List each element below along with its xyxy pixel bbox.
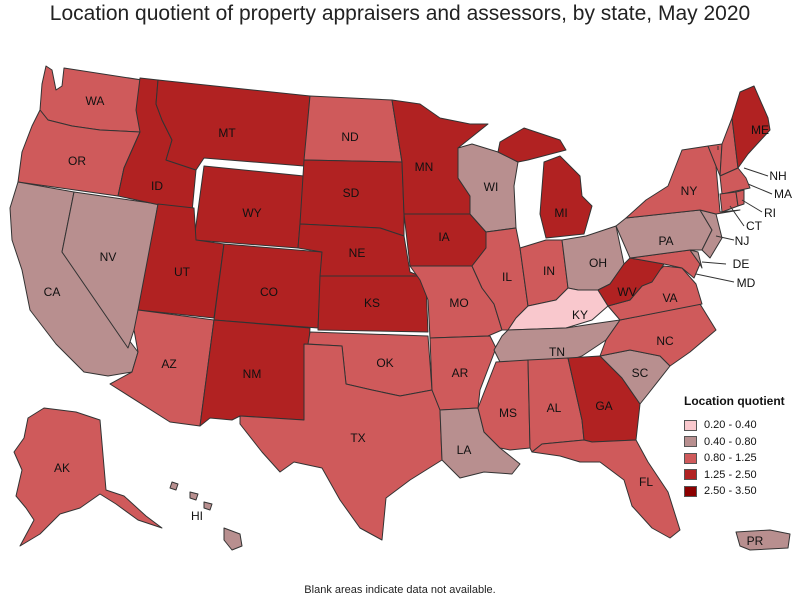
state-mi[interactable] (497, 127, 593, 239)
legend-swatch (684, 485, 697, 497)
label-ri: RI (764, 206, 776, 220)
label-md: MD (737, 276, 756, 290)
label-ms: MS (499, 406, 517, 420)
label-ks: KS (364, 296, 380, 310)
label-oh: OH (589, 256, 607, 270)
state-de[interactable] (689, 249, 703, 269)
legend-item: 2.50 - 3.50 (684, 483, 785, 500)
label-ny: NY (681, 184, 698, 198)
label-nd: ND (341, 130, 359, 144)
legend-item: 0.40 - 0.80 (684, 434, 785, 451)
legend-swatch (684, 469, 697, 481)
label-al: AL (547, 401, 562, 415)
state-mt[interactable] (155, 79, 311, 171)
label-tn: TN (549, 345, 565, 359)
state-ct[interactable] (719, 191, 739, 213)
state-ks[interactable] (317, 275, 429, 333)
label-mi: MI (554, 206, 567, 220)
label-wy: WY (242, 206, 261, 220)
label-nc: NC (656, 334, 674, 348)
legend-label: 0.80 - 1.25 (704, 452, 757, 465)
label-nm: NM (243, 367, 262, 381)
label-ga: GA (595, 399, 612, 413)
label-nh: NH (769, 169, 786, 183)
state-wv[interactable] (597, 257, 665, 307)
legend-label: 2.50 - 3.50 (704, 485, 757, 498)
label-az: AZ (161, 357, 176, 371)
legend-item: 0.20 - 0.40 (684, 417, 785, 434)
legend-swatch (684, 419, 697, 431)
state-hi[interactable] (169, 481, 243, 551)
state-ri[interactable] (735, 189, 745, 207)
label-fl: FL (639, 475, 653, 489)
map-title: Location quotient of property appraisers… (49, 2, 751, 25)
label-ct: CT (746, 219, 763, 233)
label-pa: PA (658, 234, 673, 248)
label-ok: OK (376, 356, 393, 370)
label-mo: MO (449, 296, 468, 310)
label-hi: HI (191, 509, 203, 523)
label-ia: IA (438, 230, 449, 244)
state-ma[interactable] (719, 167, 751, 195)
state-ky[interactable] (507, 287, 609, 331)
footnote: Blank areas indicate data not available. (304, 584, 496, 596)
label-la: LA (457, 443, 472, 457)
label-va: VA (662, 291, 677, 305)
label-ky: KY (572, 308, 588, 322)
legend-label: 0.20 - 0.40 (704, 419, 757, 432)
legend-item: 1.25 - 2.50 (684, 467, 785, 484)
state-ar[interactable] (429, 335, 497, 411)
label-ak: AK (54, 461, 70, 475)
legend-label: 0.40 - 0.80 (704, 435, 757, 448)
label-nv: NV (100, 250, 117, 264)
label-sd: SD (343, 186, 360, 200)
label-ca: CA (44, 285, 61, 299)
label-or: OR (68, 154, 86, 168)
legend-swatch (684, 436, 697, 448)
label-pr: PR (747, 534, 764, 548)
state-pr[interactable] (735, 529, 791, 551)
label-ma: MA (774, 187, 792, 201)
label-il: IL (502, 270, 512, 284)
legend-title: Location quotient (684, 394, 785, 408)
label-wi: WI (484, 180, 499, 194)
label-de: DE (733, 257, 750, 271)
state-nd[interactable] (303, 95, 403, 163)
label-mn: MN (415, 160, 434, 174)
label-id: ID (151, 179, 163, 193)
label-sc: SC (632, 366, 649, 380)
legend-swatch (684, 452, 697, 464)
label-ar: AR (452, 366, 469, 380)
label-nj: NJ (735, 234, 750, 248)
label-tx: TX (350, 431, 365, 445)
state-ak[interactable] (13, 407, 163, 547)
state-fl[interactable] (531, 439, 681, 539)
state-il[interactable] (471, 227, 529, 331)
state-me[interactable] (731, 85, 771, 169)
label-wa: WA (86, 94, 105, 108)
label-in: IN (543, 264, 555, 278)
label-co: CO (260, 285, 278, 299)
state-tx[interactable] (239, 343, 443, 541)
leader-lines (695, 146, 773, 283)
legend-item: 0.80 - 1.25 (684, 450, 785, 467)
label-wv: WV (617, 285, 636, 299)
state-labels: WA OR CA NV ID MT WY UT CO AZ NM ND SD N… (44, 94, 792, 548)
label-ne: NE (349, 246, 366, 260)
label-ut: UT (174, 265, 191, 279)
label-me: ME (751, 123, 769, 137)
label-mt: MT (218, 126, 236, 140)
legend: Location quotient 0.20 - 0.40 0.40 - 0.8… (684, 394, 785, 500)
legend-label: 1.25 - 2.50 (704, 468, 757, 481)
